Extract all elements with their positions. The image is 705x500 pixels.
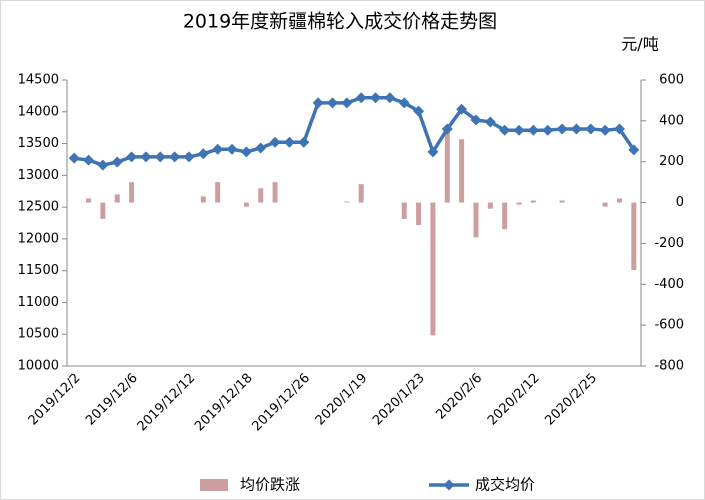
marker — [283, 136, 295, 148]
marker — [542, 124, 554, 136]
marker — [183, 151, 195, 163]
marker — [197, 148, 209, 160]
bar — [258, 188, 264, 203]
marker — [484, 116, 496, 128]
marker — [269, 136, 281, 148]
marker — [312, 97, 324, 109]
y-tick-label: 13000 — [18, 168, 59, 183]
marker — [68, 152, 80, 164]
bar — [559, 200, 565, 203]
bar — [430, 202, 436, 336]
y-tick-label: 11000 — [18, 295, 59, 310]
bar — [215, 182, 221, 203]
y2-tick-label: 200 — [659, 154, 684, 169]
bar — [358, 184, 364, 203]
y-tick-label: 12000 — [18, 231, 59, 246]
marker — [126, 151, 138, 163]
bar — [516, 202, 522, 205]
marker — [140, 151, 152, 163]
marker — [613, 123, 625, 135]
bar — [100, 202, 106, 219]
bar — [444, 130, 450, 203]
bar — [272, 182, 278, 203]
bar — [200, 196, 206, 203]
bar — [344, 201, 350, 203]
bar — [631, 202, 637, 270]
marker — [111, 156, 123, 168]
marker — [599, 124, 611, 136]
y-tick-label: 13500 — [18, 136, 59, 151]
marker — [585, 123, 597, 135]
marker — [341, 97, 353, 109]
marker — [470, 114, 482, 126]
bar — [487, 202, 493, 209]
y-tick-label: 10500 — [18, 327, 59, 342]
bar — [86, 198, 92, 203]
marker — [499, 124, 511, 136]
bar — [616, 198, 622, 203]
marker — [212, 143, 224, 155]
marker — [527, 124, 539, 136]
bar — [129, 182, 135, 203]
legend-label: 成交均价 — [475, 476, 535, 494]
line — [73, 96, 636, 167]
marker — [370, 92, 382, 104]
y-tick-label: 12500 — [18, 200, 59, 215]
marker — [513, 124, 525, 136]
bar — [530, 200, 536, 203]
y2-tick-label: 600 — [659, 73, 684, 88]
marker — [628, 144, 640, 156]
marker — [355, 92, 367, 104]
chart-title: 2019年度新疆棉轮入成交价格走势图 — [183, 11, 497, 33]
y2-tick-label: -200 — [654, 236, 684, 251]
y2-tick-label: -600 — [654, 318, 684, 333]
marker — [240, 146, 252, 158]
bar — [243, 202, 249, 207]
marker — [255, 142, 267, 154]
y-tick-label: 11500 — [18, 263, 59, 278]
y-tick-label: 14000 — [18, 104, 59, 119]
bar — [401, 202, 407, 219]
legend-label: 均价跌涨 — [240, 476, 300, 494]
bar — [459, 139, 465, 203]
marker — [154, 151, 166, 163]
y2-tick-label: 400 — [659, 113, 684, 128]
marker — [384, 92, 396, 104]
bar — [114, 194, 120, 203]
marker — [298, 136, 310, 148]
marker — [226, 143, 238, 155]
marker — [456, 103, 468, 115]
bar — [416, 202, 422, 226]
legend-swatch — [443, 479, 455, 491]
bar — [473, 202, 479, 238]
marker — [570, 123, 582, 135]
marker — [427, 146, 439, 158]
marker — [413, 105, 425, 117]
marker — [83, 154, 95, 166]
bar — [502, 202, 508, 230]
y2-tick-label: -400 — [654, 277, 684, 292]
legend-swatch — [200, 479, 228, 491]
marker — [169, 151, 181, 163]
bar — [602, 202, 608, 207]
y2-unit: 元/吨 — [621, 35, 658, 54]
y-tick-label: 14500 — [18, 73, 59, 88]
marker — [556, 123, 568, 135]
y2-tick-label: 0 — [676, 195, 684, 210]
marker — [326, 97, 338, 109]
marker — [97, 159, 109, 171]
marker — [398, 97, 410, 109]
y2-tick-label: -800 — [654, 359, 684, 374]
y-tick-label: 10000 — [18, 359, 59, 374]
marker — [441, 123, 453, 135]
